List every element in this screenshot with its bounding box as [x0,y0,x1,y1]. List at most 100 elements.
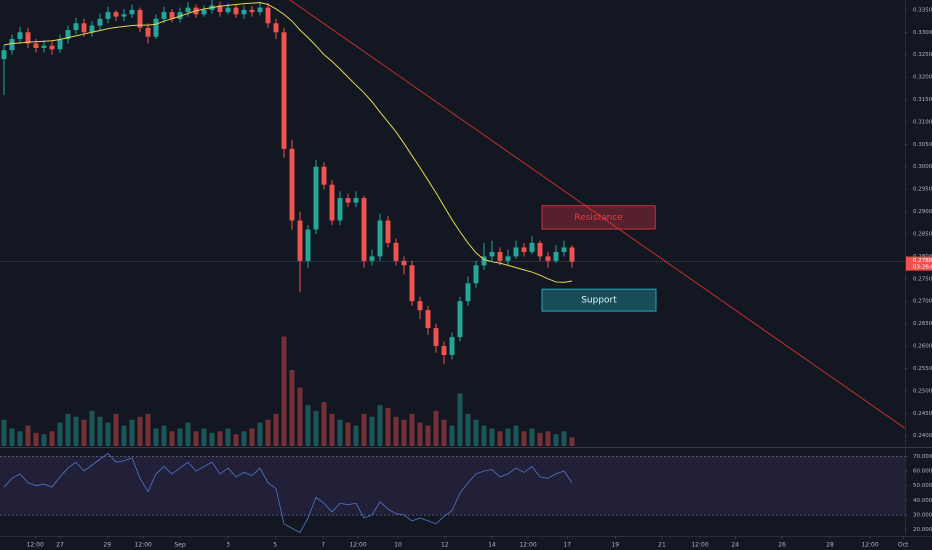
candle-body [369,256,375,261]
candle-body [353,198,359,203]
candle-body [337,198,343,221]
volume-bar [441,419,447,446]
countdown-label: 03:26:09 [913,265,932,271]
candle-body [17,32,23,39]
x-tick-label: 26 [778,542,786,549]
candle-body [537,242,543,257]
candle-body [233,7,239,15]
volume-bar [25,425,31,446]
volume-bar [281,336,287,446]
volume-bar [553,434,559,446]
candle-body [121,14,127,17]
volume-bar [369,416,375,446]
volume-bar [225,428,231,446]
volume-bar [73,416,79,446]
trend-line [289,0,906,429]
x-tick-label: 12:00 [27,542,44,549]
volume-bar [49,431,55,446]
candle-body [449,337,455,356]
volume-bar [377,405,383,446]
x-tick-label: 21 [658,542,666,549]
volume-bar [193,431,199,446]
volume-bar [305,405,311,446]
candle-body [553,251,559,261]
volume-bar [537,432,543,446]
candle-body [145,27,151,37]
candle-body [425,310,431,329]
volume-bar [433,410,439,446]
candle-body [177,12,183,19]
volume-bar [385,408,391,446]
volume-bar [545,431,551,446]
candle-body [521,247,527,252]
candle-body [433,328,439,347]
volume-bar [89,410,95,446]
volume-bar [289,370,295,446]
x-tick-label: 27 [56,542,64,549]
volume-bar [241,431,247,446]
candle-body [265,7,271,24]
candle-body [417,301,423,311]
x-tick-label: 12:00 [861,542,878,549]
candle-body [473,265,479,284]
candle-body [169,12,175,19]
candle-body [153,18,159,37]
volume-bar [329,413,335,446]
candle-body [65,30,71,39]
volume-bar [361,413,367,446]
x-tick-label: 29 [103,542,111,549]
x-tick-label: Oct [898,542,909,549]
candle-body [97,18,103,26]
volume-bar [201,428,207,446]
x-tick-label: 12:00 [349,542,366,549]
zone-box [541,288,657,312]
volume-bar [313,410,319,446]
x-tick-label: 24 [731,542,739,549]
last-price-tag [906,256,932,271]
volume-bar [137,416,143,446]
volume-bar [561,431,567,446]
last-price-label: 0.27884 [913,258,932,264]
candle-body [321,166,327,185]
candle-body [289,148,295,221]
volume-bar [297,387,303,446]
candle-body [217,5,223,13]
volume-bar [465,413,471,446]
x-tick-label: 3 [226,542,230,549]
candle-body [545,256,551,261]
volume-bar [97,416,103,446]
candle-body [1,50,7,60]
volume-bar [249,428,255,446]
volume-bar [337,419,343,446]
volume-bar [81,419,87,446]
volume-bar [489,428,495,446]
moving-average [3,2,573,283]
candle-body [9,38,15,51]
x-tick-label: 12:00 [691,542,708,549]
x-tick-label: 10 [394,542,402,549]
candle-body [305,229,311,261]
volume-bar [513,425,519,446]
volume-bar [145,413,151,446]
candle-body [161,12,167,19]
candle-body [113,12,119,17]
candle-body [281,32,287,149]
candle-body [465,283,471,302]
candle-body [57,38,63,50]
volume-bar [265,419,271,446]
volume-bar [233,434,239,446]
volume-bar [65,413,71,446]
